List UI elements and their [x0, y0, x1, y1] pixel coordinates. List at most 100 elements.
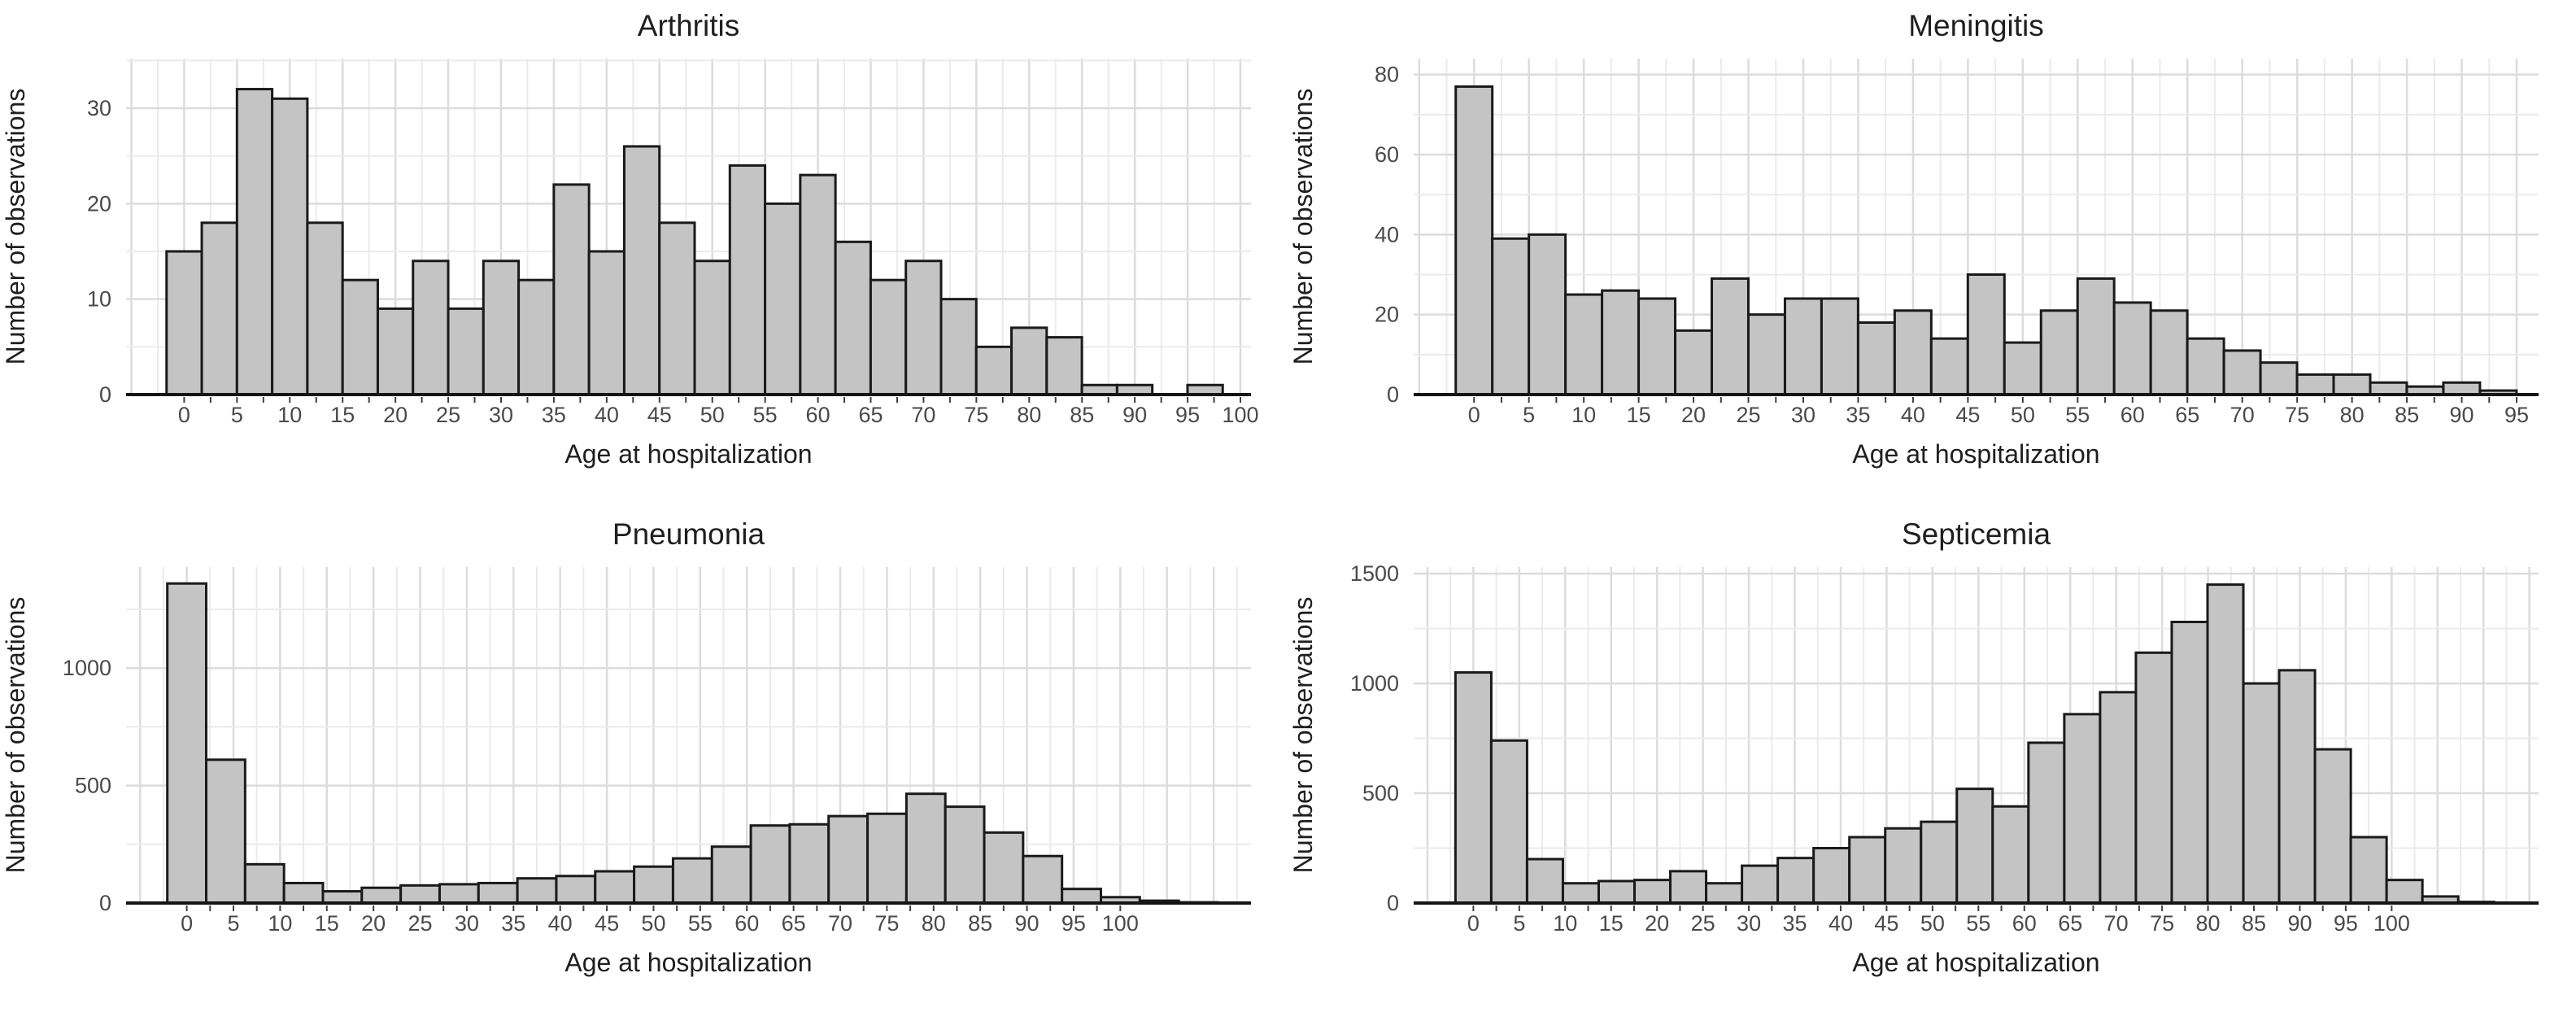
- x-tick-label: 10: [277, 403, 302, 427]
- y-tick-labels: 0 500 1000: [63, 656, 111, 915]
- histogram-bar: [633, 865, 674, 905]
- x-tick-label: 40: [1828, 911, 1853, 936]
- x-tick-label: 65: [2175, 403, 2199, 427]
- x-tick-label: 75: [964, 403, 988, 427]
- histogram-bar: [710, 845, 752, 905]
- x-tick-label: 15: [315, 911, 339, 936]
- x-tick-label: 90: [1015, 911, 1040, 936]
- panel-title: Arthritis: [638, 9, 739, 42]
- y-tick-labels: 0 20 40 60 80: [1375, 63, 1399, 407]
- x-tick-label: 15: [1627, 403, 1651, 427]
- y-tick-label: 0: [99, 382, 111, 407]
- x-axis-label: Age at hospitalization: [564, 948, 812, 977]
- histogram-bar: [1705, 882, 1744, 905]
- histogram-bar: [235, 88, 274, 396]
- x-tick-label: 25: [1737, 403, 1761, 427]
- histogram-bar: [1812, 847, 1851, 905]
- histogram-bar: [1991, 805, 2030, 905]
- histogram-bar: [412, 260, 450, 396]
- histogram-bar: [939, 298, 978, 396]
- histogram-bar: [306, 221, 344, 396]
- x-tick-label: 35: [501, 911, 525, 936]
- histogram-bars: [1454, 85, 2518, 396]
- histogram-bar: [622, 145, 661, 396]
- histogram-bar: [1061, 888, 1103, 905]
- histogram-bar: [594, 870, 636, 905]
- histogram-bars: [166, 582, 1219, 905]
- histogram-bar: [1454, 671, 1493, 905]
- x-tick-label: 55: [2065, 403, 2090, 427]
- x-tick-label: 60: [734, 911, 759, 936]
- histogram-bar: [1637, 297, 1677, 396]
- x-tick-label: 55: [1966, 911, 1990, 936]
- histogram-bar: [282, 881, 325, 905]
- y-tick-label: 0: [1387, 382, 1399, 407]
- x-tick-label: 25: [408, 911, 433, 936]
- histogram-bar: [974, 345, 1013, 396]
- x-tick-label: 95: [1175, 403, 1200, 427]
- histogram-bar: [2003, 341, 2042, 396]
- y-tick-label: 40: [1375, 222, 1399, 247]
- histogram-bar: [2076, 277, 2116, 396]
- x-tick-label: 55: [753, 403, 778, 427]
- x-tick-label: 25: [436, 403, 460, 427]
- x-tick-label: 85: [2242, 911, 2266, 936]
- histogram-bar: [2349, 836, 2388, 905]
- y-tick-label: 60: [1375, 142, 1399, 167]
- x-axis-ticks: [183, 397, 1242, 403]
- panel-meningitis: 0 5 10 15 20 25 30 35 40 45 50 55 60 65 70 75 80 85 90 95 0 2…: [1288, 0, 2575, 508]
- histogram-bar: [1564, 293, 1604, 396]
- histogram-bar: [944, 805, 986, 905]
- histogram-bar: [2099, 691, 2138, 905]
- x-tick-label: 10: [1571, 403, 1596, 427]
- x-tick-label: 5: [1523, 403, 1535, 427]
- histogram-bar: [1856, 321, 1896, 396]
- histogram-bar: [1884, 827, 1923, 905]
- histogram-bar: [2149, 309, 2189, 396]
- histogram-bar: [1741, 864, 1780, 905]
- histogram-bar: [1491, 237, 1531, 396]
- y-axis-label: Number of observations: [1, 597, 30, 874]
- x-tick-label: 60: [806, 403, 830, 427]
- histogram-bar: [587, 250, 625, 396]
- x-tick-label: 10: [268, 911, 292, 936]
- histogram-bar: [360, 886, 403, 905]
- histogram-bar: [517, 278, 556, 396]
- y-tick-label: 0: [1387, 891, 1399, 915]
- x-tick-label: 60: [2121, 403, 2145, 427]
- histogram-bar: [749, 824, 791, 905]
- x-tick-labels: 0 5 10 15 20 25 30 35 40 45 50 55 60 65 70 75 80 85 90 95 10…: [178, 403, 1259, 427]
- histogram-bar: [1633, 879, 1672, 905]
- x-axis-ticks: [185, 905, 1122, 911]
- x-tick-labels: 0 5 10 15 20 25 30 35 40 45 50 55 60 65 70 75 80 85 90 95 10…: [181, 911, 1139, 936]
- histogram-arthritis: 0 5 10 15 20 25 30 35 40 45 50 55 60 65 70 75 80 85 90 95 10…: [1, 9, 1259, 469]
- panel-title: Septicemia: [1902, 517, 2051, 551]
- histogram-bar: [200, 221, 238, 396]
- x-tick-label: 20: [383, 403, 408, 427]
- histogram-bar: [2313, 748, 2352, 905]
- histogram-bar: [1920, 820, 1959, 905]
- y-tick-label: 80: [1375, 63, 1399, 87]
- x-tick-label: 40: [595, 403, 619, 427]
- histogram-bar: [555, 875, 597, 905]
- x-tick-label: 20: [361, 911, 386, 936]
- histogram-bar: [447, 307, 485, 396]
- x-tick-label: 75: [874, 911, 899, 936]
- x-tick-label: 15: [1599, 911, 1624, 936]
- histogram-bar: [904, 792, 947, 905]
- x-tick-label: 5: [231, 403, 243, 427]
- histogram-bar: [1674, 329, 1714, 396]
- histogram-bar: [834, 240, 872, 396]
- x-tick-label: 100: [2373, 911, 2410, 936]
- y-axis-label: Number of observations: [1288, 597, 1318, 874]
- histogram-bar: [1528, 233, 1567, 396]
- histogram-bar: [1045, 336, 1083, 396]
- histogram-bar: [2277, 669, 2317, 905]
- histogram-bar: [1525, 857, 1564, 905]
- y-tick-label: 1500: [1350, 561, 1399, 586]
- x-tick-label: 35: [1783, 911, 1807, 936]
- histogram-bar: [482, 260, 521, 396]
- y-tick-label: 1000: [1350, 671, 1399, 696]
- x-tick-label: 80: [922, 911, 946, 936]
- x-tick-label: 50: [700, 403, 725, 427]
